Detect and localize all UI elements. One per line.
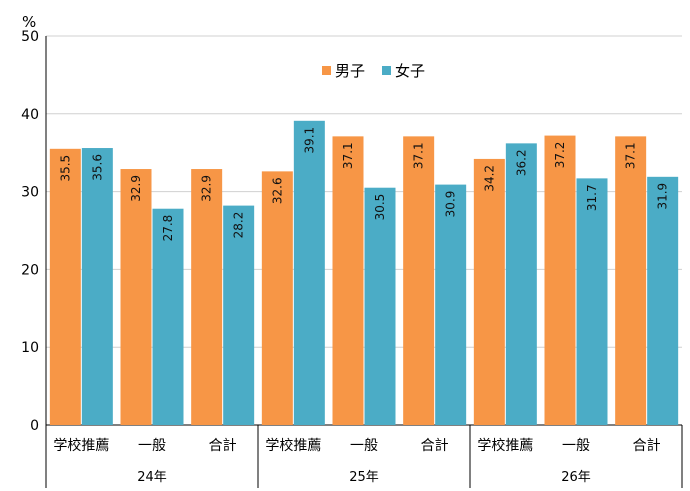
group-label: 24年 [137, 470, 167, 485]
y-tick-label: 50 [21, 29, 39, 45]
bar [152, 208, 184, 425]
category-label: 一般 [138, 438, 166, 454]
bar [505, 143, 537, 425]
data-label: 34.2 [482, 165, 496, 192]
category-label: 学校推薦 [477, 437, 533, 454]
data-label: 32.9 [200, 175, 214, 202]
bar [576, 178, 608, 425]
group-label: 25年 [349, 470, 379, 485]
category-label: 合計 [209, 438, 237, 454]
bar [647, 176, 679, 425]
data-label: 31.7 [585, 184, 599, 211]
y-tick-label: 40 [21, 107, 39, 123]
data-label: 37.2 [553, 142, 567, 169]
y-tick-label: 10 [21, 340, 39, 356]
data-label: 31.9 [656, 183, 670, 210]
data-label: 37.1 [341, 142, 355, 169]
y-unit-label: % [22, 13, 36, 31]
bar [615, 136, 647, 425]
data-label: 28.2 [232, 212, 246, 239]
bar [403, 136, 435, 425]
category-label: 一般 [562, 438, 590, 454]
y-tick-label: 20 [21, 262, 39, 278]
bar [261, 171, 293, 425]
legend-swatch [322, 66, 331, 75]
category-label: 学校推薦 [53, 437, 109, 454]
bar [293, 120, 325, 425]
data-label: 30.9 [444, 191, 458, 218]
y-tick-label: 0 [30, 418, 39, 434]
bar [81, 148, 113, 426]
legend-label: 男子 [335, 62, 365, 80]
legend-swatch [382, 66, 391, 75]
data-label: 30.5 [373, 194, 387, 221]
category-label: 合計 [421, 438, 449, 454]
bar [332, 136, 364, 425]
bar [435, 184, 467, 425]
legend-label: 女子 [395, 62, 425, 80]
bar [49, 148, 81, 425]
y-tick-label: 30 [21, 185, 39, 201]
bar [364, 187, 396, 425]
data-label: 36.2 [514, 149, 528, 176]
data-label: 35.5 [58, 155, 72, 182]
bar [191, 169, 223, 425]
bar [473, 158, 505, 425]
data-label: 32.9 [129, 175, 143, 202]
group-label: 26年 [561, 470, 591, 485]
category-label: 一般 [350, 438, 378, 454]
bar [223, 205, 255, 425]
data-label: 37.1 [624, 142, 638, 169]
data-label: 35.6 [90, 154, 104, 181]
bar [120, 169, 152, 425]
data-label: 37.1 [412, 142, 426, 169]
category-label: 学校推薦 [265, 437, 321, 454]
data-label: 27.8 [161, 215, 175, 242]
data-label: 39.1 [302, 127, 316, 154]
category-label: 合計 [633, 438, 661, 454]
bar [544, 135, 576, 426]
data-label: 32.6 [270, 177, 284, 204]
